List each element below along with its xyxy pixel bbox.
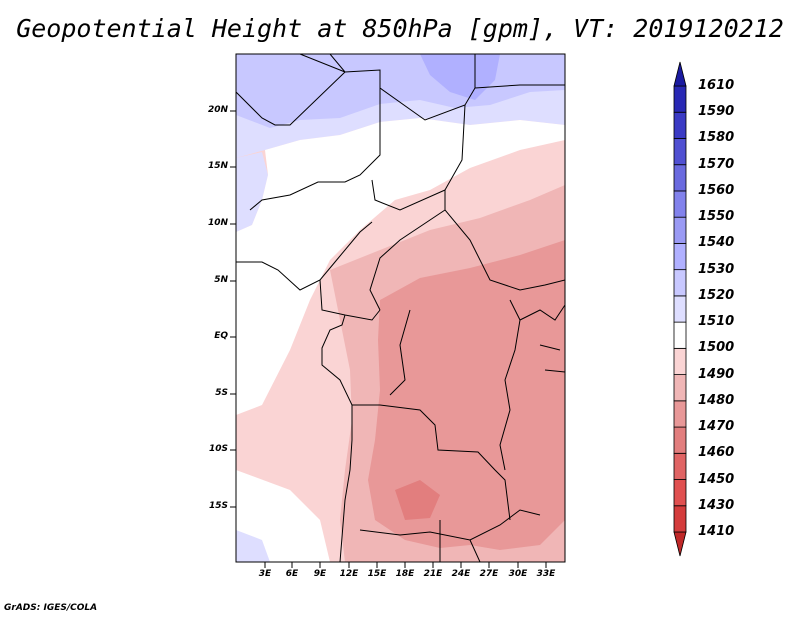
lat-label: 5N xyxy=(214,275,228,285)
lat-label: 10S xyxy=(208,444,228,454)
lon-label: 12E xyxy=(339,569,359,579)
lat-label: 15N xyxy=(207,161,228,171)
colorbar xyxy=(673,61,687,557)
lat-label: 10N xyxy=(207,218,228,228)
lat-label: 20N xyxy=(207,105,228,115)
colorbar-segment xyxy=(673,400,687,428)
colorbar-segment xyxy=(673,426,687,454)
colorbar-top-arrow xyxy=(673,61,687,87)
lon-label: 27E xyxy=(479,569,499,579)
colorbar-label: 1560 xyxy=(698,182,735,198)
contour-1480-center xyxy=(368,240,565,550)
colorbar-segment xyxy=(673,216,687,244)
latitude-ticks xyxy=(230,110,236,508)
colorbar-segment xyxy=(673,190,687,218)
colorbar-bottom-arrow xyxy=(673,531,687,557)
colorbar-segment xyxy=(673,505,687,533)
chart-title: Geopotential Height at 850hPa [gpm], VT:… xyxy=(16,14,784,43)
lon-label: 21E xyxy=(423,569,443,579)
colorbar-label: 1470 xyxy=(698,419,735,435)
colorbar-label: 1410 xyxy=(698,524,735,539)
contour-1520-southwest xyxy=(236,530,270,562)
colorbar-segment xyxy=(673,243,687,271)
colorbar-segment xyxy=(673,321,687,349)
lon-label: 15E xyxy=(367,569,387,579)
longitude-ticks xyxy=(264,562,547,568)
colorbar-label: 1550 xyxy=(698,209,735,225)
colorbar-label: 1490 xyxy=(698,366,735,382)
contour-1470-south xyxy=(395,480,440,520)
colorbar-label: 1480 xyxy=(698,392,735,408)
map-frame xyxy=(235,53,566,563)
contour-1510-band xyxy=(236,118,565,415)
colorbar-label: 1510 xyxy=(698,314,735,330)
colorbar-label: 1540 xyxy=(698,235,735,251)
lon-label: 6E xyxy=(285,569,299,579)
lat-label: 15S xyxy=(208,501,228,511)
colorbar-label: 1450 xyxy=(698,471,735,487)
colorbar-label: 1430 xyxy=(698,497,735,513)
height-field xyxy=(236,54,565,562)
lon-label: 24E xyxy=(451,569,471,579)
colorbar-segment xyxy=(673,138,687,166)
colorbar-label: 1530 xyxy=(698,261,735,277)
colorbar-label: 1590 xyxy=(698,104,735,120)
colorbar-label: 1570 xyxy=(698,156,735,172)
contour-1540-north xyxy=(420,54,500,100)
colorbar-segment xyxy=(673,479,687,507)
lon-label: 9E xyxy=(313,569,327,579)
colorbar-label: 1520 xyxy=(698,287,735,303)
colorbar-label: 1580 xyxy=(698,130,735,146)
contour-1520-west xyxy=(236,152,268,232)
contour-1500-southwest xyxy=(236,470,330,562)
lat-label: 5S xyxy=(215,388,228,398)
coastlines-and-borders xyxy=(236,54,565,562)
lon-label: 18E xyxy=(395,569,415,579)
lon-label: 30E xyxy=(508,569,528,579)
colorbar-segment xyxy=(673,164,687,192)
grads-credit: GrADS: IGES/COLA xyxy=(4,603,98,613)
colorbar-label: 1610 xyxy=(698,78,735,93)
lat-label: EQ xyxy=(214,331,228,341)
colorbar-segment xyxy=(673,85,687,113)
colorbar-segment xyxy=(673,452,687,480)
colorbar-label: 1500 xyxy=(698,340,735,356)
lon-label: 3E xyxy=(258,569,272,579)
colorbar-segment xyxy=(673,295,687,323)
colorbar-label: 1460 xyxy=(698,445,735,461)
lon-label: 33E xyxy=(536,569,556,579)
colorbar-segment xyxy=(673,374,687,402)
colorbar-segment xyxy=(673,269,687,297)
colorbar-segment xyxy=(673,111,687,139)
colorbar-segment xyxy=(673,347,687,375)
